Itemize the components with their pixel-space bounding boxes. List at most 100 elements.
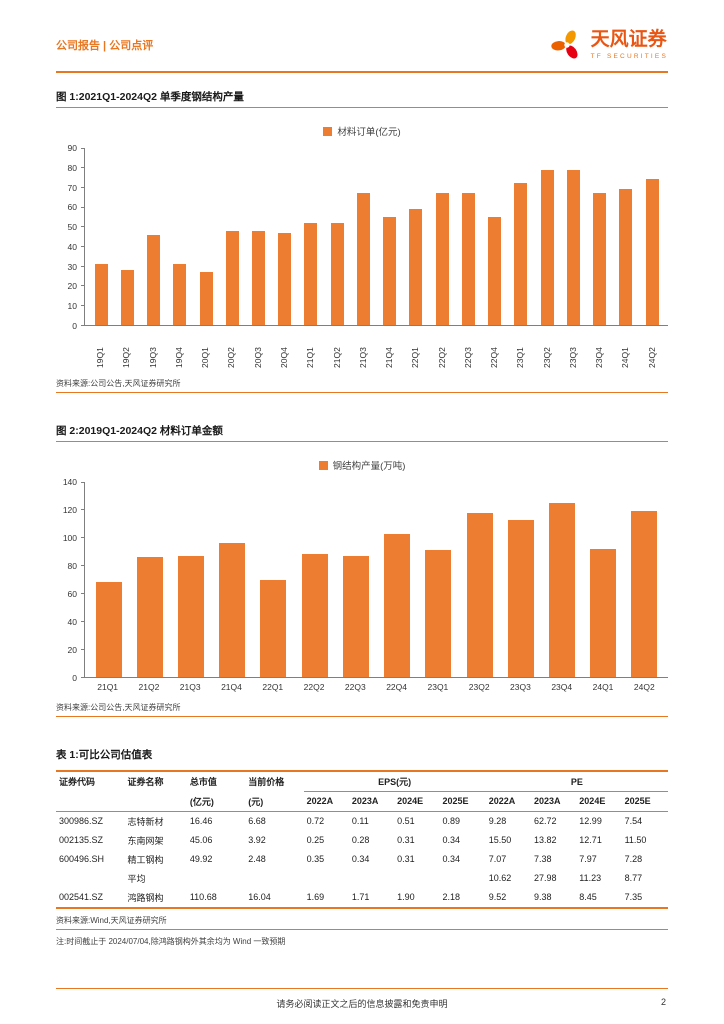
y-axis-tick (81, 676, 85, 678)
x-axis-label: 22Q3 (344, 682, 366, 692)
y-axis-tick (81, 481, 85, 483)
table-cell: 1.90 (397, 892, 415, 902)
x-axis-label: 22Q1 (262, 682, 284, 692)
source-rule (56, 392, 668, 393)
x-axis-label: 20Q3 (252, 347, 263, 368)
table-cell: 0.34 (442, 835, 460, 845)
bar (540, 169, 554, 325)
table-cell: 志特新材 (127, 816, 164, 827)
tf-flower-icon (550, 30, 578, 59)
y-axis-label: 40 (67, 241, 77, 252)
figure-2-title: 图 2:2019Q1-2024Q2 材料订单金额 (56, 425, 223, 437)
x-axis-label: 20Q2 (226, 347, 237, 368)
x-axis-label: 22Q4 (489, 347, 500, 368)
table-cell: 东南网架 (127, 835, 164, 846)
brand-name: 天风证券 (590, 28, 667, 50)
table-cell: 9.28 (488, 816, 507, 826)
table-cell: 7.28 (624, 854, 643, 864)
bar-slot (403, 148, 429, 325)
table-cell: 1.71 (351, 892, 370, 902)
y-axis-label: 0 (72, 673, 77, 683)
bar (409, 208, 423, 325)
x-axis-label: 19Q2 (121, 347, 132, 368)
x-axis-label: 21Q1 (305, 347, 316, 368)
bar (383, 216, 397, 325)
year-header: 2023A (531, 791, 577, 812)
bar (136, 557, 163, 677)
y-axis-label: 100 (62, 533, 77, 543)
bar (435, 193, 449, 325)
year-header: 2024E (394, 791, 440, 812)
bar (304, 222, 318, 325)
header-rule (56, 71, 668, 73)
empty-header (124, 791, 187, 812)
bar (593, 193, 607, 325)
table-source: 资料来源:Wind,天风证券研究所 (56, 915, 167, 925)
col-header-price-unit: (元) (245, 791, 304, 812)
table-cell (439, 869, 485, 888)
year-header: 2022A (485, 791, 532, 812)
col-header-cap: 总市值 (189, 777, 217, 788)
bar (178, 555, 205, 677)
bar-slot (324, 148, 350, 325)
table-cell: 0.31 (397, 835, 415, 845)
y-axis-label: 60 (67, 202, 77, 213)
legend-swatch (323, 126, 333, 136)
bar (645, 179, 659, 325)
bar (120, 269, 134, 325)
bar-slot (140, 148, 166, 325)
x-axis-label: 19Q1 (95, 347, 106, 368)
table-cell: 12.71 (579, 835, 602, 845)
bar-chart-1: 0 10 20 30 40 50 60 70 80 90 19Q1 19Q2 19Q3 19Q4 20Q1… (56, 143, 668, 368)
x-axis-label: 21Q1 (97, 682, 119, 692)
table-cell: 110.68 (189, 892, 217, 902)
x-axis-label: 21Q4 (384, 347, 395, 368)
y-axis-tick (81, 245, 85, 247)
bar (95, 582, 122, 677)
table-cell (304, 869, 349, 888)
table-cell: 10.62 (488, 873, 512, 883)
x-axis: 21Q1 21Q2 21Q3 21Q4 22Q1 22Q2 22Q3 22Q4 23Q1 23Q2… (84, 678, 668, 692)
y-axis-label: 20 (67, 645, 77, 655)
table-cell: 0.51 (397, 816, 415, 826)
brand-subtitle: TF SECURITIES (590, 52, 668, 60)
legend-label: 钢结构产量(万吨) (332, 461, 406, 472)
y-axis-label: 50 (67, 222, 77, 233)
table-cell: 16.04 (248, 892, 271, 902)
table-cell: 49.92 (189, 854, 213, 864)
bar (260, 579, 287, 677)
bar-slot (541, 482, 582, 677)
bar-slot (508, 148, 534, 325)
table-cell (349, 869, 394, 888)
x-axis-label: 22Q2 (436, 347, 447, 368)
valuation-table: 证券代码 证券名称 总市值 当前价格 EPS(元) PE (亿元) (元) 20… (56, 770, 668, 909)
figure-1-source: 资料来源:公司公告,天风证券研究所 (56, 379, 181, 388)
bar-slot (455, 148, 481, 325)
bar-slot (129, 482, 170, 677)
x-axis-label: 23Q1 (427, 682, 449, 692)
bar (225, 230, 239, 325)
table-cell: 002541.SZ (59, 892, 104, 902)
bar (94, 264, 108, 325)
y-axis-tick (81, 147, 85, 149)
footer-disclaimer: 请务必阅读正文之后的信息披露和免责申明 (276, 999, 448, 1009)
bar-slot (88, 148, 114, 325)
bar-slot (482, 148, 508, 325)
bar-slot (350, 148, 376, 325)
bar (252, 230, 266, 325)
y-axis-tick (81, 304, 85, 306)
col-header-code: 证券代码 (59, 777, 96, 788)
y-axis-label: 140 (62, 477, 77, 487)
x-axis-label: 20Q1 (200, 347, 211, 368)
table-cell: 0.11 (351, 816, 369, 826)
bar-slot (114, 148, 140, 325)
y-axis-label: 10 (67, 301, 77, 312)
bar (219, 543, 246, 677)
title-rule (56, 107, 668, 108)
table-cell: 13.82 (534, 835, 557, 845)
table-cell (245, 869, 303, 888)
figure-1-section: 图 1:2021Q1-2024Q2 单季度钢结构产量 材料订单(亿元) 0 10 2… (56, 89, 668, 393)
y-axis-tick (81, 226, 85, 228)
figure-1-legend: 材料订单(亿元) (56, 124, 668, 138)
table-cell: 0.25 (306, 835, 325, 845)
